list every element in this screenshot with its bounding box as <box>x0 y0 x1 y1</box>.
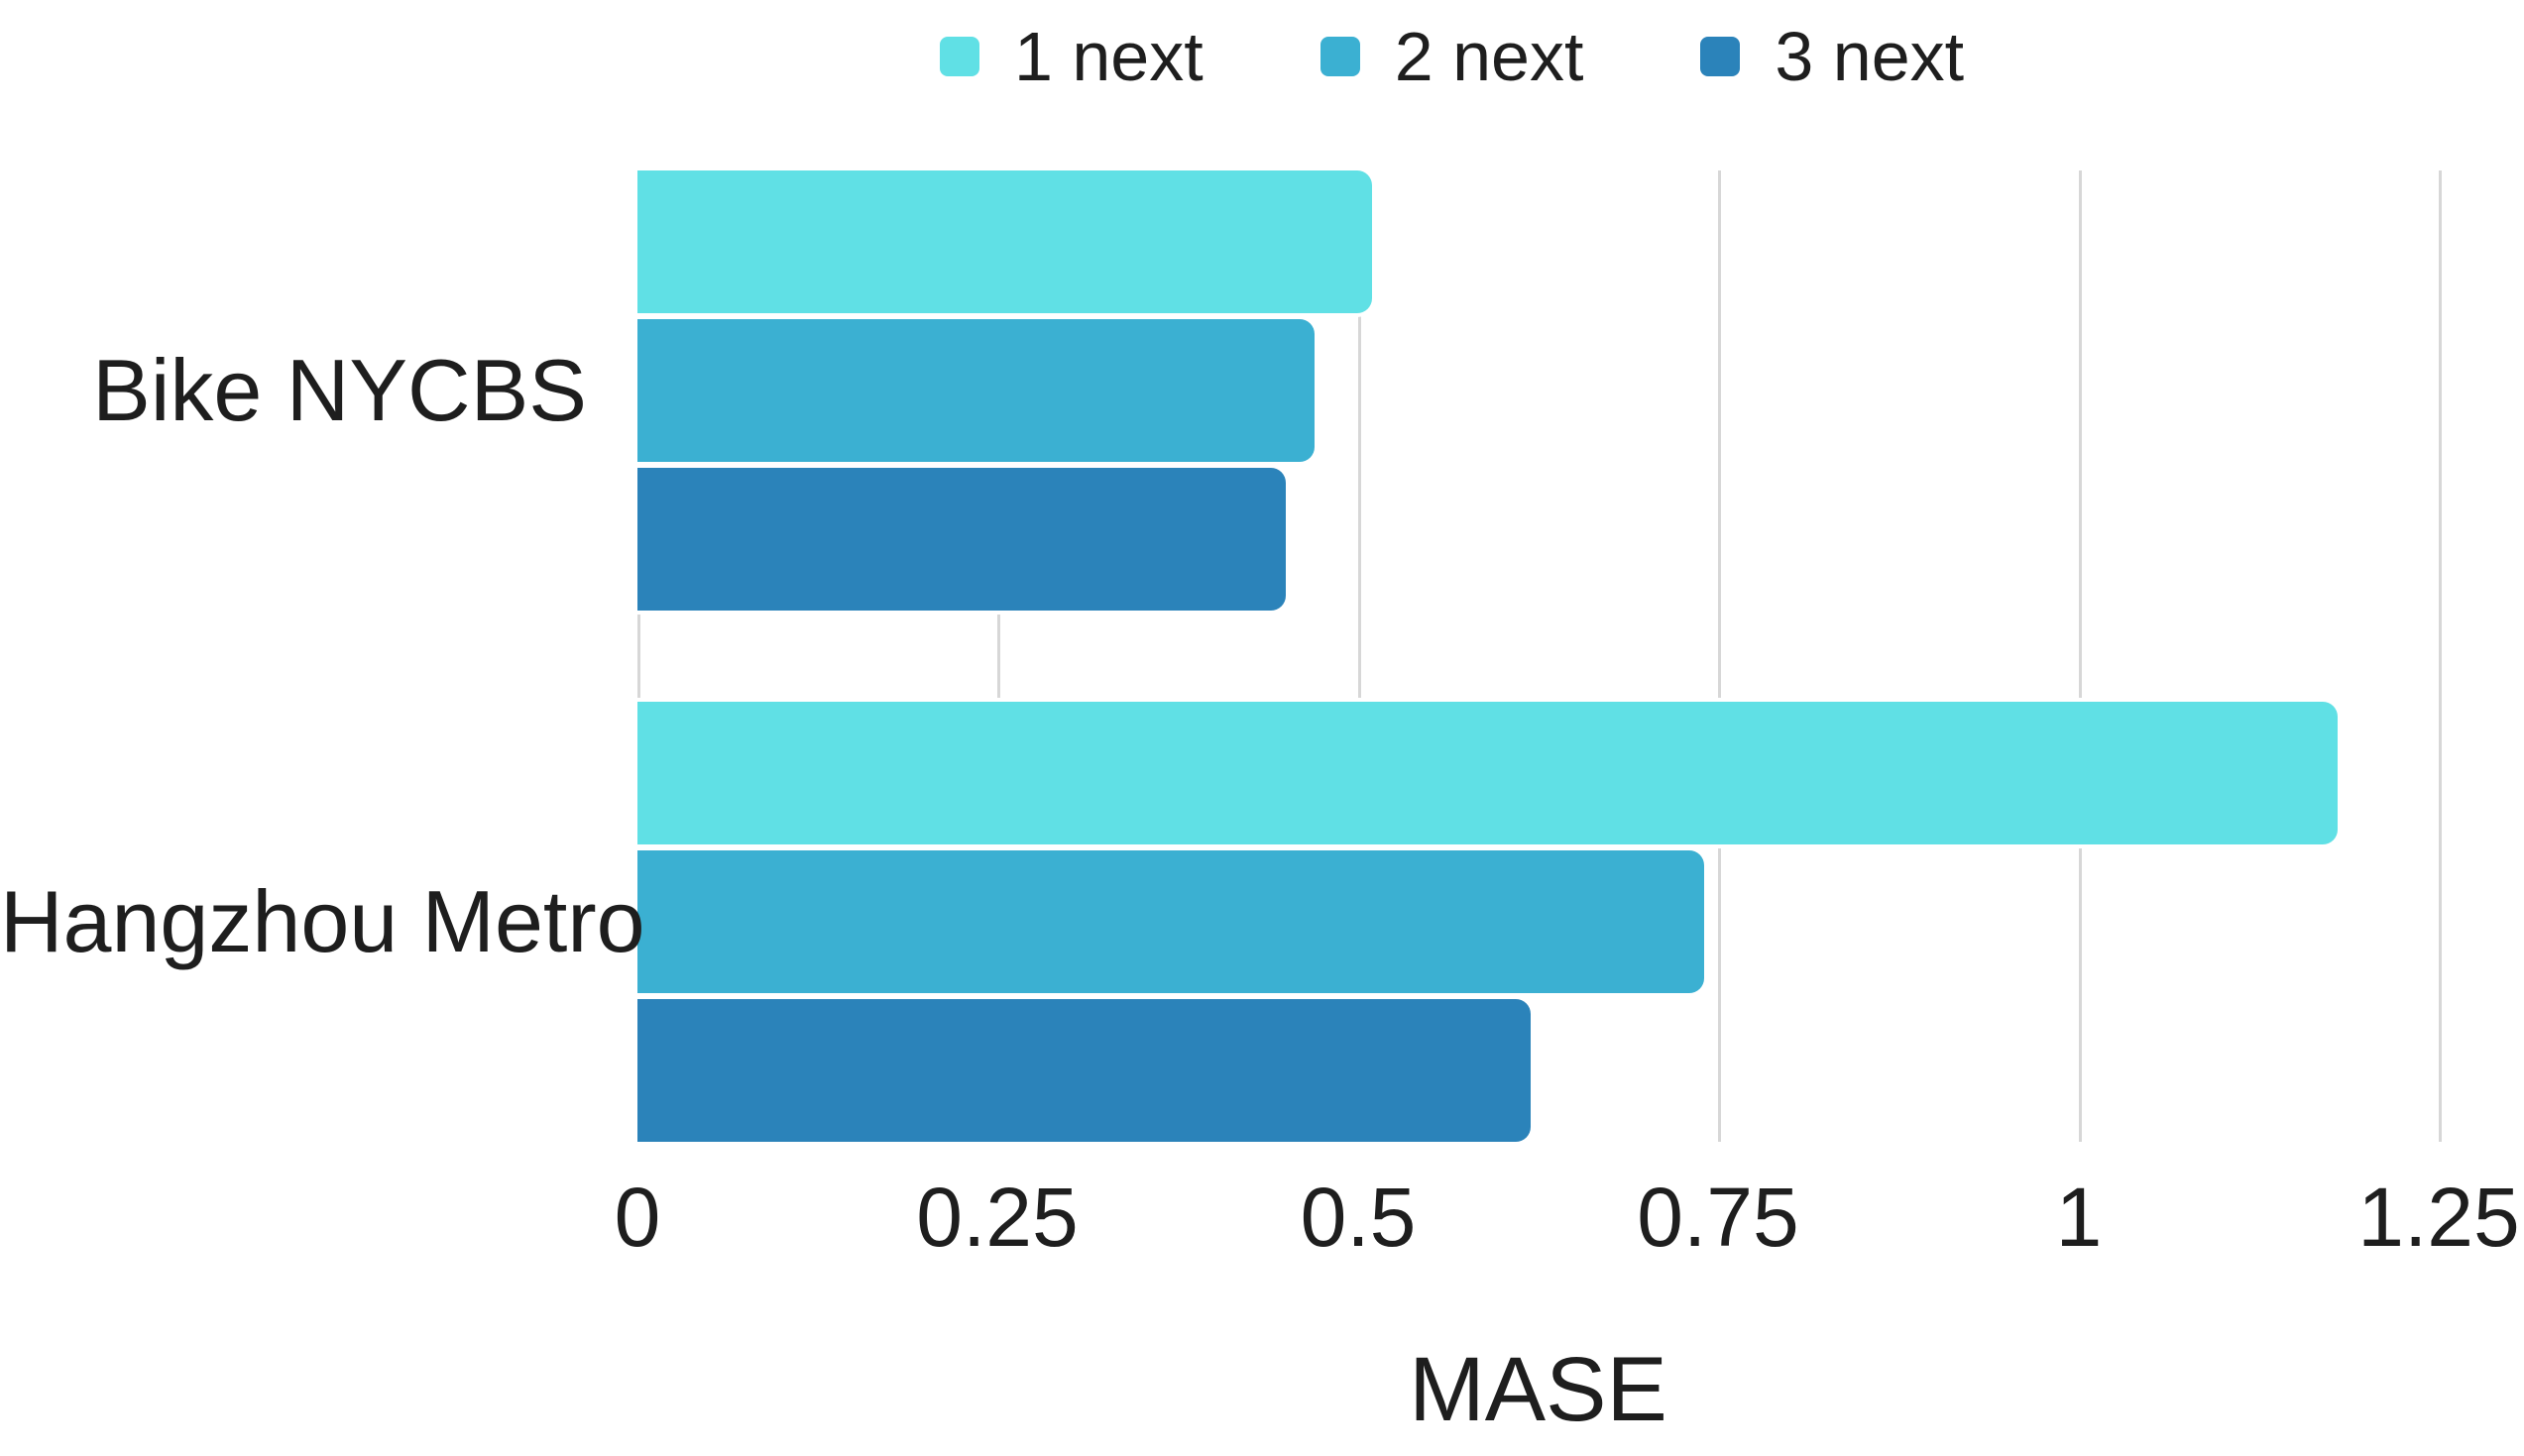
legend-swatch-icon <box>1700 37 1741 76</box>
gridline-x-0 <box>637 170 640 1142</box>
bar-hangzhou-metro-3-next <box>637 999 1531 1142</box>
category-label-hangzhou-metro: Hangzhou Metro <box>0 872 645 970</box>
x-tick-label-0.5: 0.5 <box>1300 1171 1417 1264</box>
legend-swatch-icon <box>940 37 979 76</box>
bar-bike-nycbs-3-next <box>637 468 1286 611</box>
bar-hangzhou-metro-2-next <box>637 850 1704 993</box>
legend-item-3-next: 3 next <box>1700 16 1964 97</box>
legend: 1 next 2 next 3 next <box>940 16 1964 97</box>
x-tick-label-0.25: 0.25 <box>916 1171 1079 1264</box>
legend-swatch-icon <box>1319 37 1360 76</box>
plot-area <box>637 170 2442 1142</box>
bar-bike-nycbs-2-next <box>637 319 1315 462</box>
legend-item-2-next: 2 next <box>1319 16 1584 97</box>
gridline-x-0.5 <box>1358 170 1361 1142</box>
category-label-bike-nycbs: Bike NYCBS <box>92 341 587 439</box>
legend-label: 3 next <box>1775 18 1965 95</box>
legend-item-1-next: 1 next <box>940 16 1204 97</box>
x-tick-label-1.25: 1.25 <box>2357 1171 2520 1264</box>
x-tick-label-0: 0 <box>614 1171 661 1264</box>
gridline-x-0.75 <box>1718 170 1721 1142</box>
legend-label: 2 next <box>1394 18 1584 95</box>
bar-bike-nycbs-1-next <box>637 170 1372 313</box>
legend-label: 1 next <box>1014 18 1204 95</box>
gridline-x-1 <box>2079 170 2082 1142</box>
x-axis-title: MASE <box>1409 1339 1667 1440</box>
bar-hangzhou-metro-1-next <box>637 702 2338 844</box>
gridline-x-1.25 <box>2439 170 2442 1142</box>
x-tick-label-0.75: 0.75 <box>1637 1171 1799 1264</box>
gridline-x-0.25 <box>997 170 1000 1142</box>
x-tick-label-1: 1 <box>2055 1171 2103 1264</box>
